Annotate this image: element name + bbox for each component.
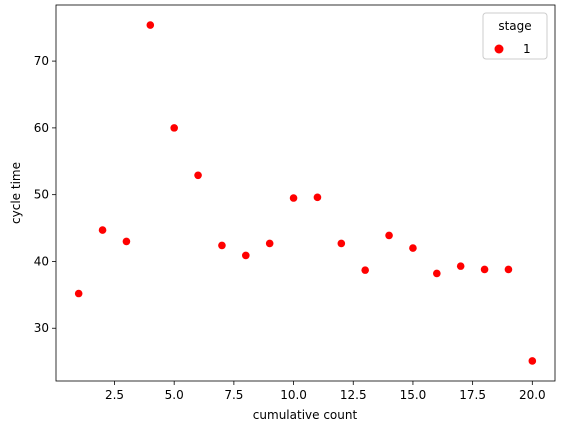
point xyxy=(146,21,155,29)
point xyxy=(242,251,250,260)
x-tick-label: 7.5 xyxy=(224,388,243,402)
x-tick-label: 5.0 xyxy=(165,388,184,402)
legend-title: stage xyxy=(498,19,531,33)
point xyxy=(313,193,322,202)
point xyxy=(409,244,417,252)
x-tick-label: 10.0 xyxy=(280,388,307,402)
x-tick-label: 20.0 xyxy=(519,388,546,402)
x-tick-label: 12.5 xyxy=(340,388,367,402)
x-tick-label: 17.5 xyxy=(459,388,486,402)
x-tick-label: 15.0 xyxy=(400,388,427,402)
point xyxy=(194,171,202,180)
legend-marker xyxy=(494,44,504,54)
y-tick-label: 40 xyxy=(34,254,49,268)
y-tick-label: 50 xyxy=(34,188,49,202)
point xyxy=(289,194,298,202)
point xyxy=(337,239,346,248)
point xyxy=(170,124,178,132)
point xyxy=(265,239,274,248)
point xyxy=(98,226,107,234)
point xyxy=(361,266,369,274)
point xyxy=(122,237,131,246)
x-axis-label: cumulative count xyxy=(253,408,358,422)
y-tick-label: 30 xyxy=(34,321,49,335)
y-axis-label: cycle time xyxy=(9,162,23,224)
plot-frame xyxy=(55,4,556,382)
point xyxy=(480,265,489,274)
y-tick-label: 70 xyxy=(34,54,49,68)
legend-label: 1 xyxy=(523,42,531,56)
point xyxy=(385,231,393,240)
point xyxy=(456,262,465,270)
point xyxy=(528,357,537,365)
point xyxy=(74,289,83,298)
point xyxy=(218,241,226,250)
y-tick-label: 60 xyxy=(34,121,49,135)
point xyxy=(504,265,513,274)
x-tick-label: 2.5 xyxy=(105,388,124,402)
point xyxy=(433,269,441,278)
